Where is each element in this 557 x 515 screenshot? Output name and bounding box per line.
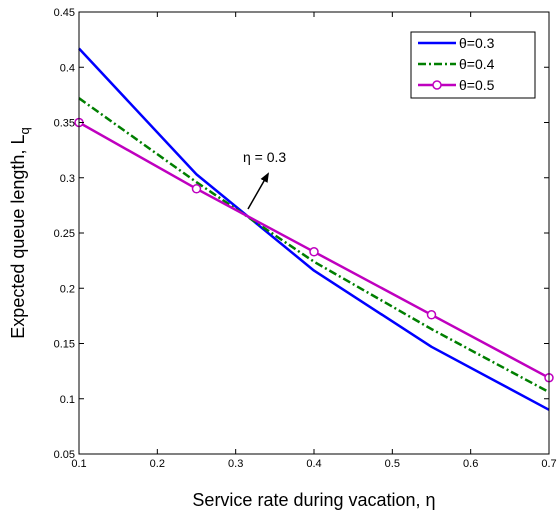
- legend-marker-3: [432, 80, 442, 90]
- y-axis-title-main: Expected queue length, L: [8, 135, 28, 339]
- series-3-point: [309, 247, 319, 257]
- x-axis-title: Service rate during vacation, η: [192, 490, 435, 510]
- x-tick-label: 0.5: [385, 458, 400, 470]
- series-line-1: [78, 47, 550, 411]
- y-axis-title: Expected queue length, Lq: [8, 127, 32, 338]
- x-tick-label: 0.7: [541, 458, 556, 470]
- y-tick-label: 0.05: [54, 449, 75, 461]
- x-tick-label: 0.4: [306, 458, 321, 470]
- y-tick-label: 0.15: [54, 339, 75, 351]
- series-3-point: [426, 310, 437, 320]
- plot-frame: [78, 11, 550, 455]
- y-tick-label: 0.1: [60, 394, 75, 406]
- legend-label-3: θ=0.5: [459, 77, 495, 93]
- annotation-label: η = 0.3: [243, 149, 286, 165]
- series-line-2: [78, 97, 550, 394]
- y-tick-label: 0.2: [60, 283, 75, 295]
- series-3-point: [191, 184, 202, 194]
- y-tick-label: 0.25: [54, 228, 75, 240]
- legend-label-2: θ=0.4: [459, 56, 495, 72]
- x-tick-label: 0.6: [463, 458, 478, 470]
- y-tick-label: 0.45: [54, 7, 75, 19]
- y-tick-label: 0.4: [60, 62, 75, 74]
- y-tick-label: 0.3: [60, 173, 75, 185]
- ticks-layer: 0.1 0.2 0.3 0.4 0.5 0.6 0.70.050.10.150.20.250…: [54, 7, 557, 470]
- x-tick-label: 0.3: [228, 458, 243, 470]
- y-axis-title-subscript: q: [17, 127, 32, 134]
- annotation-arrow: [247, 172, 269, 210]
- legend-label-1: θ=0.3: [459, 35, 495, 51]
- legend: θ=0.3 θ=0.4 θ=0.5: [410, 31, 536, 99]
- y-tick-label: 0.35: [54, 118, 75, 130]
- x-tick-label: 0.2: [150, 458, 165, 470]
- x-tick-label: 0.1: [71, 458, 86, 470]
- series-layer: [74, 47, 554, 411]
